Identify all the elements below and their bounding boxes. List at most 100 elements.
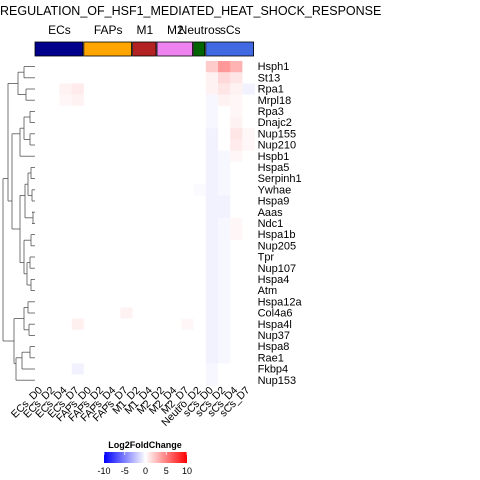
heatmap-cell	[132, 240, 146, 252]
heatmap-cell	[205, 150, 219, 163]
heatmap-cell	[144, 217, 158, 230]
heatmap-cell	[242, 296, 255, 308]
heatmap-cell	[108, 94, 121, 107]
heatmap-cell	[218, 296, 231, 308]
heatmap-cell	[157, 83, 170, 95]
heatmap-cell	[242, 262, 255, 275]
heatmap-cell	[83, 206, 97, 219]
heatmap-cell	[108, 117, 121, 129]
group-label: M2	[167, 23, 184, 37]
group-label: sCs	[220, 23, 241, 37]
heatmap-cell	[71, 251, 85, 263]
heatmap-cell	[169, 83, 182, 95]
heatmap-cell	[193, 229, 207, 241]
heatmap-cell	[193, 262, 207, 275]
heatmap-cell	[47, 72, 60, 84]
row-label: Hspa4	[258, 274, 290, 286]
heatmap-cell	[59, 285, 72, 297]
heatmap-cell	[205, 117, 219, 129]
heatmap-cell	[71, 318, 85, 331]
heatmap-cell	[181, 318, 194, 331]
heatmap-cell	[144, 128, 158, 140]
heatmap-cell	[35, 307, 48, 319]
heatmap-cell	[205, 307, 219, 319]
heatmap-cell	[71, 206, 85, 219]
row-label: Ndc1	[258, 218, 284, 230]
heatmap-cell	[47, 229, 60, 241]
heatmap-cell	[96, 217, 109, 230]
heatmap-cell	[181, 296, 194, 308]
heatmap-cell	[242, 173, 255, 185]
heatmap-cell	[35, 94, 48, 107]
heatmap-cell	[35, 352, 48, 364]
heatmap-cell	[71, 184, 85, 196]
heatmap-cell	[120, 139, 133, 151]
heatmap-cell	[132, 374, 146, 387]
heatmap-cell	[242, 195, 255, 207]
row-label: Rpa3	[258, 106, 284, 118]
heatmap-cell	[157, 72, 170, 84]
heatmap-cell	[242, 273, 255, 286]
heatmap-cell	[35, 273, 48, 286]
heatmap-cell	[132, 72, 146, 84]
heatmap-cell	[47, 251, 60, 263]
heatmap-cell	[96, 296, 109, 308]
heatmap-cell	[35, 195, 48, 207]
heatmap-cell	[59, 117, 72, 129]
heatmap-cell	[205, 329, 219, 342]
heatmap-cell	[71, 329, 85, 342]
heatmap-cell	[47, 173, 60, 185]
heatmap-cell	[144, 195, 158, 207]
heatmap-cell	[96, 184, 109, 196]
heatmap-cell	[132, 217, 146, 230]
heatmap-cell	[218, 128, 231, 140]
heatmap-cell	[59, 139, 72, 151]
heatmap-cell	[83, 240, 97, 252]
row-dendrogram	[2, 66, 35, 381]
heatmap-cell	[132, 352, 146, 364]
heatmap-cell	[242, 285, 255, 297]
heatmap-cell	[205, 240, 219, 252]
heatmap-cell	[144, 341, 158, 353]
heatmap-cell	[193, 296, 207, 308]
heatmap-cell	[144, 150, 158, 163]
heatmap-cell	[83, 307, 97, 319]
heatmap-cell	[230, 341, 243, 353]
heatmap-cell	[71, 374, 85, 387]
heatmap-cell	[71, 105, 85, 118]
color-legend: Log2FoldChange -10 -5 0 5 10	[97, 440, 192, 476]
heatmap-cell	[108, 128, 121, 140]
row-label: Rpa1	[258, 84, 284, 96]
heatmap-cell	[96, 105, 109, 118]
heatmap-cell	[193, 161, 207, 174]
heatmap-cell	[71, 217, 85, 230]
heatmap-cell	[144, 117, 158, 129]
heatmap-cell	[83, 296, 97, 308]
heatmap-cell	[218, 240, 231, 252]
heatmap-cell	[193, 94, 207, 107]
heatmap-cell	[132, 318, 146, 331]
heatmap-cell	[83, 184, 97, 196]
heatmap-cell	[108, 296, 121, 308]
heatmap-cell	[96, 229, 109, 241]
heatmap-cell	[230, 240, 243, 252]
heatmap-cell	[71, 363, 85, 375]
heatmap-cell	[242, 94, 255, 107]
heatmap-cell	[157, 94, 170, 107]
heatmap-cell	[120, 251, 133, 263]
heatmap-cell	[205, 72, 219, 84]
heatmap-cell	[35, 150, 48, 163]
heatmap-cell	[96, 273, 109, 286]
heatmap-cell	[218, 173, 231, 185]
heatmap-cell	[47, 139, 60, 151]
heatmap-cell	[157, 318, 170, 331]
heatmap-cell	[132, 206, 146, 219]
heatmap-cell	[132, 83, 146, 95]
heatmap-cell	[169, 184, 182, 196]
heatmap-cell	[71, 352, 85, 364]
heatmap-cell	[83, 363, 97, 375]
heatmap-cell	[169, 61, 182, 73]
heatmap-cell	[181, 61, 194, 73]
heatmap-cell	[181, 341, 194, 353]
